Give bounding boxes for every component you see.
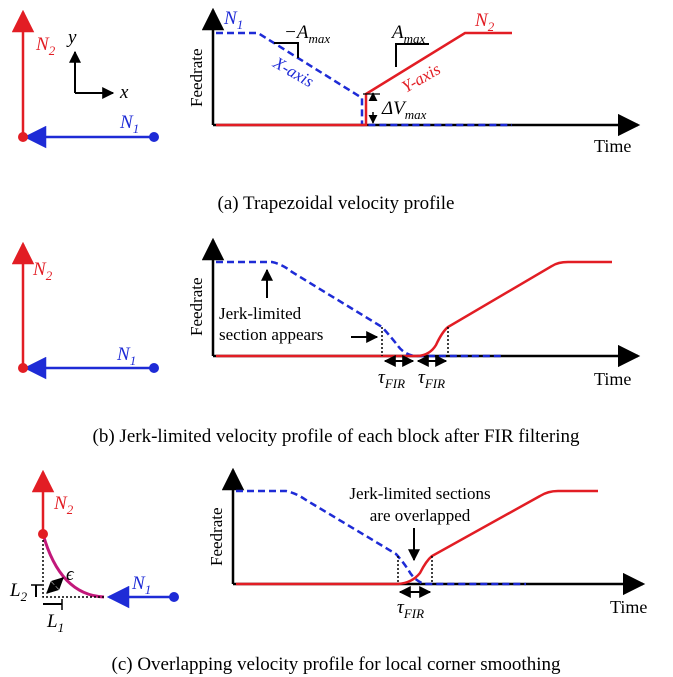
panel-a-dv-label: ΔVmax — [381, 98, 427, 122]
panel-b-annotation-line1: Jerk-limited — [219, 304, 302, 323]
panel-a-neg-amax-slope — [274, 42, 299, 58]
panel-a: N2 N1 y x Feedrate Time N1 N2 −Amax Amax — [11, 7, 641, 214]
panel-b-ylabel: Feedrate — [187, 277, 206, 336]
panel-c-ylabel: Feedrate — [207, 507, 226, 566]
panel-c-eps-arrow — [46, 577, 64, 594]
panel-a-y-axis-label: Y-axis — [399, 59, 445, 96]
panel-a-y-axis-velocity — [216, 31, 512, 127]
panel-a-axis-y-label: y — [66, 27, 77, 48]
panel-c-sharp-corner — [42, 540, 104, 598]
panel-b-tau-label-1: τFIR — [378, 367, 405, 391]
panel-c-n1-label: N1 — [131, 573, 151, 597]
panel-a-plot: Feedrate Time N1 N2 −Amax Amax X-axis Y-… — [187, 7, 641, 156]
panel-b-caption: (b) Jerk-limited velocity profile of eac… — [93, 426, 580, 447]
panel-b: N2 N1 Feedrate Time Jerk-limited section… — [11, 237, 641, 447]
panel-c-eps-label: ϵ — [66, 564, 75, 585]
panel-c-n2-label: N2 — [53, 493, 74, 517]
panel-c-annotation-line2: are overlapped — [370, 506, 471, 525]
panel-b-toolpath: N2 N1 — [11, 241, 159, 380]
panel-a-amax-slope — [395, 43, 429, 67]
panel-c-l2-label: L2 — [9, 580, 28, 604]
panel-a-caption: (a) Trapezoidal velocity profile — [218, 193, 455, 214]
panel-a-n1-label: N1 — [119, 112, 139, 136]
panel-b-start-dot — [149, 363, 159, 373]
panel-a-amax-label: Amax — [390, 22, 425, 46]
panel-c-y-axis-velocity — [236, 489, 598, 586]
panel-a-ylabel: Feedrate — [187, 48, 206, 107]
panel-b-corner-dot — [18, 363, 28, 373]
panel-b-plot: Feedrate Time Jerk-limited section appea… — [187, 237, 641, 391]
panel-a-neg-amax-label: −Amax — [284, 22, 330, 46]
panel-a-corner-dot — [18, 132, 28, 142]
panel-c-toolpath: ϵ L2 L1 N2 N1 — [9, 469, 179, 635]
panel-b-y-axis-velocity — [216, 260, 612, 358]
panel-a-start-dot — [149, 132, 159, 142]
panel-a-plot-n1: N1 — [223, 8, 243, 32]
panel-a-axis-x-label: x — [119, 82, 129, 103]
panel-c-plot: Feedrate Time Jerk-limited sections are … — [207, 467, 647, 621]
panel-c-start-dot — [169, 592, 179, 602]
panel-a-xlabel: Time — [594, 136, 631, 156]
panel-c-tau-label: τFIR — [397, 597, 424, 621]
panel-a-x-axis-label: X-axis — [269, 53, 317, 92]
panel-b-tau-label-2: τFIR — [418, 367, 445, 391]
panel-c-smoothing-curve — [41, 533, 105, 599]
panel-c-l1-label: L1 — [46, 611, 64, 635]
panel-c-annotation-line1: Jerk-limited sections — [349, 484, 490, 503]
panel-c-caption: (c) Overlapping velocity profile for loc… — [112, 654, 561, 675]
panel-a-toolpath: N2 N1 y x — [11, 9, 159, 149]
panel-b-xlabel: Time — [594, 369, 631, 389]
panel-b-n1-label: N1 — [116, 344, 136, 368]
panel-a-x-axis-velocity — [216, 31, 512, 127]
panel-b-n2-label: N2 — [32, 259, 53, 283]
panel-a-plot-n2: N2 — [474, 10, 495, 34]
panel-c: ϵ L2 L1 N2 N1 Feedrate Time Jer — [9, 467, 647, 675]
panel-c-xlabel: Time — [610, 597, 647, 617]
panel-a-n2-label: N2 — [35, 34, 56, 58]
panel-b-annotation-line2: section appears — [219, 325, 323, 344]
panel-c-corner-dot — [38, 529, 48, 539]
panel-c-x-axis-velocity — [236, 489, 526, 586]
